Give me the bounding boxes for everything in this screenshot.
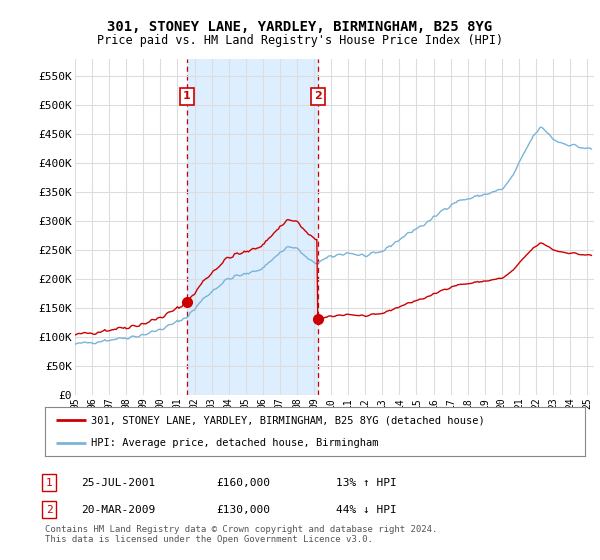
Text: 2: 2 (314, 91, 322, 101)
Text: Contains HM Land Registry data © Crown copyright and database right 2024.
This d: Contains HM Land Registry data © Crown c… (45, 525, 437, 544)
Text: 1: 1 (46, 478, 53, 488)
Text: 301, STONEY LANE, YARDLEY, BIRMINGHAM, B25 8YG: 301, STONEY LANE, YARDLEY, BIRMINGHAM, B… (107, 20, 493, 34)
Text: 44% ↓ HPI: 44% ↓ HPI (336, 505, 397, 515)
Text: Price paid vs. HM Land Registry's House Price Index (HPI): Price paid vs. HM Land Registry's House … (97, 34, 503, 46)
Text: 301, STONEY LANE, YARDLEY, BIRMINGHAM, B25 8YG (detached house): 301, STONEY LANE, YARDLEY, BIRMINGHAM, B… (91, 416, 485, 426)
Bar (187, 59, 318, 395)
Text: 1: 1 (183, 91, 191, 101)
Text: £160,000: £160,000 (216, 478, 270, 488)
Text: £130,000: £130,000 (216, 505, 270, 515)
Text: 13% ↑ HPI: 13% ↑ HPI (336, 478, 397, 488)
Text: 2: 2 (46, 505, 53, 515)
Text: HPI: Average price, detached house, Birmingham: HPI: Average price, detached house, Birm… (91, 438, 379, 448)
Text: 20-MAR-2009: 20-MAR-2009 (81, 505, 155, 515)
Text: 25-JUL-2001: 25-JUL-2001 (81, 478, 155, 488)
